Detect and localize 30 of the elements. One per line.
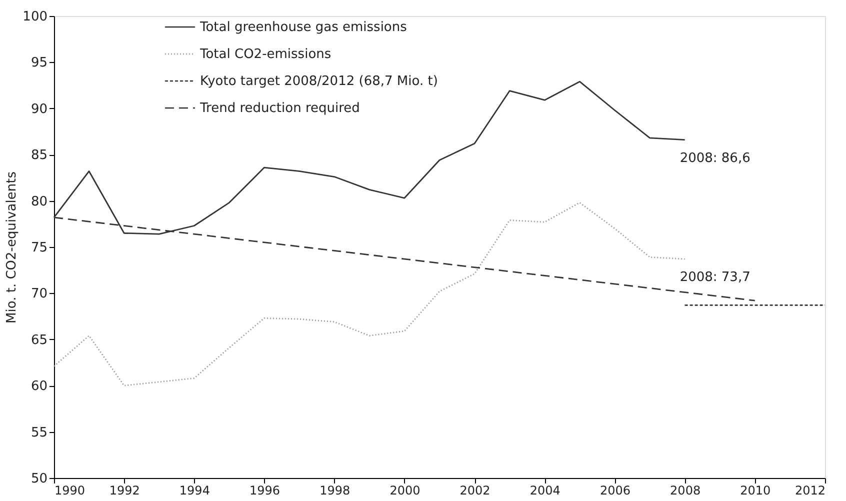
y-tick-label: 85 [30, 148, 48, 164]
x-tick-label: 2010 [740, 484, 771, 498]
x-tick-label: 1998 [320, 484, 350, 498]
legend-label: Trend reduction required [199, 101, 360, 116]
y-tick-label: 95 [30, 56, 48, 71]
y-tick-label: 70 [30, 286, 48, 302]
y-tick-label: 75 [30, 240, 48, 256]
x-tick-label: 1996 [250, 484, 280, 498]
x-tick-label: 2002 [460, 484, 490, 498]
legend-label: Kyoto target 2008/2012 (68,7 Mio. t) [200, 74, 438, 89]
x-tick-label: 2006 [600, 484, 630, 498]
y-tick-label: 90 [30, 102, 48, 117]
x-tick-label: 2000 [390, 484, 420, 498]
annotation: 2008: 86,6 [680, 150, 750, 166]
annotation: 2008: 73,7 [680, 270, 750, 286]
y-tick-label: 100 [22, 10, 48, 24]
x-tick-label: 2008 [670, 484, 701, 498]
y-axis-title: Mio. t. CO2-equivalents [4, 171, 20, 324]
x-tick-label: 1990 [54, 484, 86, 498]
legend-label: Total greenhouse gas emissions [199, 20, 408, 35]
y-tick-label: 60 [30, 379, 48, 394]
x-tick-label: 1992 [109, 484, 140, 498]
x-tick-label: 1994 [179, 484, 210, 498]
x-tick-label: 2004 [530, 484, 560, 498]
legend-label: Total CO2-emissions [199, 47, 332, 62]
x-tick-label: 2012 [794, 484, 826, 498]
y-tick-label: 80 [30, 194, 48, 210]
y-tick-label: 65 [30, 332, 48, 348]
y-tick-label: 55 [30, 425, 48, 440]
y-tick-label: 50 [30, 472, 48, 486]
